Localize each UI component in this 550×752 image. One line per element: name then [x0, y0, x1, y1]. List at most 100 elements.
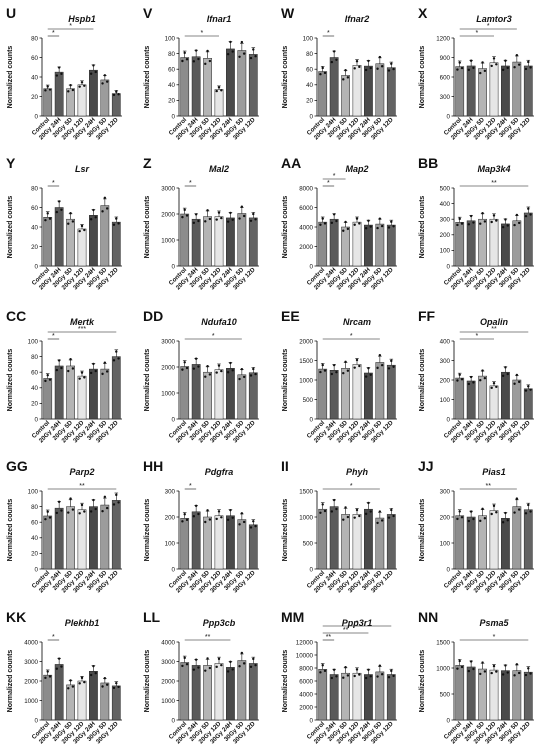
data-point: [319, 671, 322, 674]
data-point: [335, 507, 338, 511]
bar: [43, 88, 53, 117]
y-tick-label: 4000: [299, 691, 313, 698]
bar: [386, 514, 396, 570]
data-point: [380, 519, 384, 522]
bar: [248, 663, 258, 721]
data-point: [387, 69, 391, 72]
data-point: [217, 657, 221, 661]
data-point: [483, 670, 487, 673]
panel-letter: KK: [6, 609, 26, 625]
data-point: [101, 210, 104, 213]
y-axis-label: Normalized counts: [144, 196, 151, 259]
bar: [386, 224, 396, 267]
data-point: [390, 669, 393, 673]
y-axis-label: Normalized counts: [282, 196, 289, 259]
data-point: [481, 369, 484, 372]
bar: [329, 370, 339, 420]
data-point: [390, 359, 393, 363]
bar: [364, 674, 373, 721]
bar: [478, 668, 487, 721]
data-point: [67, 222, 70, 225]
data-point: [481, 507, 484, 511]
bar: [466, 516, 476, 570]
data-point: [242, 662, 246, 665]
data-point: [367, 668, 370, 671]
bar: [66, 684, 75, 721]
y-axis-label: Normalized counts: [282, 46, 289, 109]
data-point: [376, 366, 379, 370]
bar: [386, 674, 396, 721]
bar: [77, 84, 87, 117]
data-point: [194, 213, 198, 216]
significance-label: *: [52, 333, 55, 340]
gene-title: Phyh: [346, 467, 369, 477]
data-point: [226, 518, 230, 522]
panel-letter: FF: [418, 308, 436, 324]
bar: [375, 362, 385, 420]
panel-letter: Y: [6, 155, 16, 171]
data-point: [249, 665, 253, 669]
panel-letter: II: [281, 458, 289, 474]
data-point: [456, 223, 459, 227]
bar: [489, 510, 499, 570]
data-point: [103, 495, 107, 499]
y-tick-label: 80: [31, 35, 38, 42]
data-point: [517, 221, 521, 225]
y-tick-label: 6000: [299, 678, 313, 685]
data-point: [185, 58, 189, 61]
data-point: [252, 212, 255, 216]
data-point: [231, 668, 234, 671]
y-tick-label: 2000: [161, 211, 175, 218]
data-point: [69, 497, 72, 500]
y-tick-label: 2000: [299, 244, 313, 251]
data-point: [479, 71, 482, 75]
bar: [111, 500, 121, 570]
y-tick-label: 0: [310, 416, 314, 423]
data-point: [342, 229, 345, 232]
y-tick-label: 20: [306, 98, 313, 105]
y-tick-label: 0: [447, 263, 451, 270]
bar: [501, 65, 510, 117]
significance-label: *: [487, 23, 490, 30]
bar: [501, 518, 510, 570]
data-point: [387, 367, 391, 370]
y-tick-label: 200: [165, 514, 176, 521]
data-point: [92, 64, 95, 67]
data-point: [367, 501, 370, 505]
data-point: [483, 220, 487, 223]
bar: [352, 514, 362, 570]
data-point: [240, 205, 244, 208]
bar: [512, 670, 522, 721]
data-point: [364, 676, 368, 680]
data-point: [524, 673, 528, 677]
bar: [89, 69, 98, 117]
data-point: [529, 66, 532, 69]
y-tick-label: 1000: [24, 698, 38, 705]
data-point: [376, 67, 379, 70]
bar: [489, 669, 499, 721]
bar: [191, 218, 201, 267]
bar: [478, 375, 487, 420]
gene-title: Map3k4: [477, 164, 510, 174]
data-point: [346, 369, 350, 372]
gene-title: Hspb1: [68, 14, 96, 24]
data-point: [380, 363, 384, 367]
y-tick-label: 20: [31, 401, 38, 408]
bar: [466, 65, 476, 117]
data-point: [105, 207, 109, 210]
bar: [214, 663, 224, 721]
y-tick-label: 0: [310, 566, 314, 573]
bar: [226, 217, 235, 267]
bar: [226, 515, 235, 570]
bar: [455, 377, 465, 420]
y-tick-label: 80: [31, 504, 38, 511]
y-tick-label: 0: [310, 263, 314, 270]
data-point: [94, 369, 97, 373]
bar: [66, 88, 75, 117]
y-tick-label: 8000: [299, 665, 313, 672]
bar: [54, 664, 64, 721]
panel-mm: MM Ppp3r1 Normalized counts 0 2000 4000 6000 80…: [281, 609, 397, 745]
data-point: [101, 509, 104, 513]
data-point: [44, 218, 47, 222]
data-point: [181, 520, 184, 523]
